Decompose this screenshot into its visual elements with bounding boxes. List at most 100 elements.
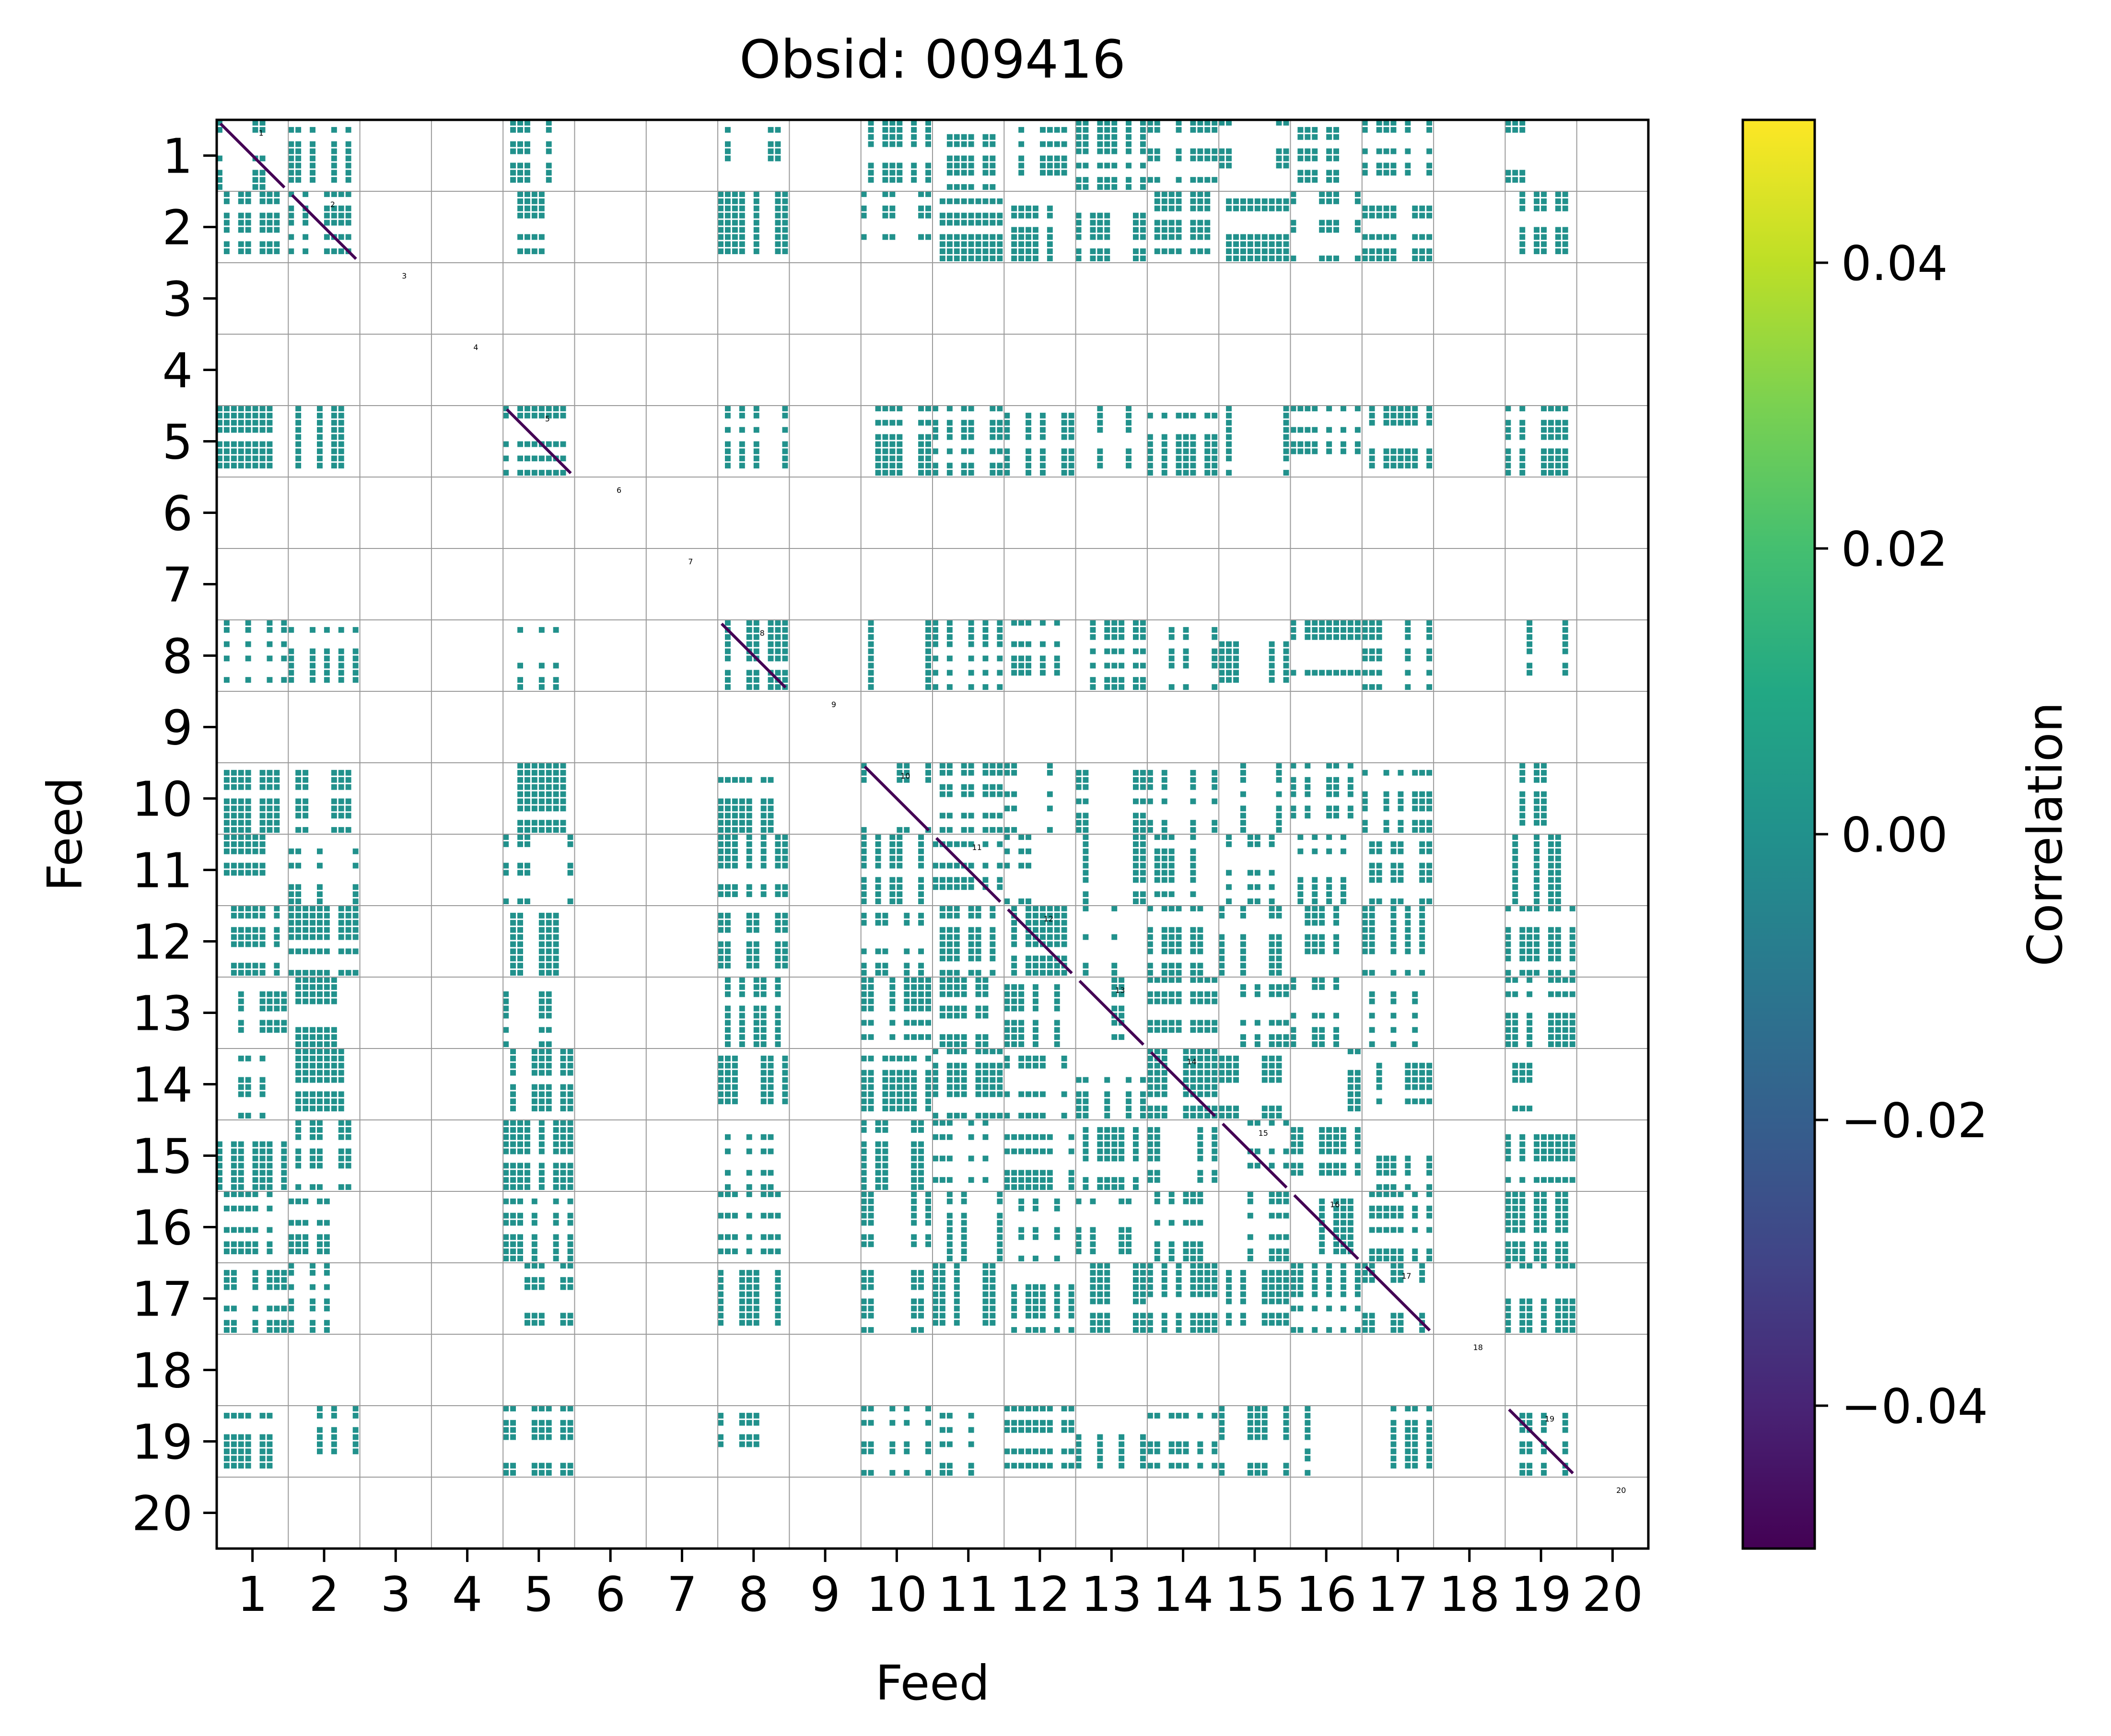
heatmap-cell [1541, 1212, 1547, 1219]
heatmap-cell [982, 813, 989, 819]
heatmap-cell [231, 1155, 237, 1162]
heatmap-cell [1204, 998, 1211, 1004]
heatmap-cell [968, 170, 974, 176]
heatmap-cell [1068, 434, 1074, 440]
heatmap-cell [538, 455, 545, 462]
heatmap-cell [223, 655, 230, 662]
heatmap-cell [1519, 1198, 1526, 1204]
heatmap-cell [510, 127, 516, 133]
heatmap-cell [1147, 798, 1153, 804]
heatmap-cell [1555, 234, 1561, 240]
heatmap-cell [1519, 941, 1526, 947]
heatmap-cell [933, 641, 938, 647]
heatmap-cell [954, 220, 960, 226]
heatmap-cell [946, 877, 953, 883]
heatmap-cell [1083, 862, 1089, 869]
heatmap-cell [1555, 419, 1561, 426]
heatmap-cell [939, 970, 945, 976]
heatmap-cell [739, 227, 745, 233]
heatmap-cell [1197, 1141, 1203, 1147]
heatmap-cell [933, 1070, 938, 1076]
heatmap-cell [911, 1070, 917, 1076]
heatmap-cell [904, 1084, 910, 1090]
heatmap-cell [1569, 1013, 1575, 1019]
heatmap-cell [295, 427, 302, 433]
heatmap-cell [990, 220, 996, 226]
heatmap-cell [961, 241, 967, 247]
heatmap-cell [1383, 791, 1389, 797]
heatmap-cell [1147, 120, 1153, 126]
heatmap-cell [1333, 784, 1339, 790]
heatmap-cell [1326, 1163, 1332, 1169]
heatmap-cell [303, 248, 309, 255]
heatmap-cell [525, 212, 530, 219]
heatmap-cell [331, 805, 337, 812]
heatmap-cell [1161, 862, 1167, 869]
heatmap-cell [1269, 663, 1275, 669]
heatmap-cell [1161, 891, 1167, 897]
heatmap-cell [1061, 470, 1067, 476]
heatmap-cell [911, 1148, 917, 1154]
heatmap-cell [1233, 663, 1239, 669]
heatmap-cell [1104, 134, 1110, 140]
heatmap-cell [1412, 1212, 1418, 1219]
heatmap-cell [1341, 891, 1346, 897]
heatmap-cell [1369, 1227, 1375, 1233]
heatmap-cell [732, 848, 738, 854]
heatmap-cell [267, 1027, 273, 1033]
heatmap-cell [861, 898, 867, 904]
heatmap-cell [245, 448, 251, 454]
heatmap-cell [1512, 877, 1518, 883]
heatmap-cell [939, 1041, 945, 1047]
heatmap-cell [1305, 906, 1311, 911]
heatmap-cell [760, 1070, 767, 1076]
heatmap-block [718, 191, 788, 255]
heatmap-cell [338, 920, 344, 926]
heatmap-cell [223, 248, 230, 255]
heatmap-cell [560, 1170, 566, 1176]
heatmap-cell [1133, 813, 1139, 819]
heatmap-cell [267, 1170, 273, 1176]
heatmap-cell [1212, 777, 1218, 783]
heatmap-cell [1111, 1184, 1118, 1190]
heatmap-cell [868, 620, 874, 626]
heatmap-cell [1333, 1248, 1339, 1255]
heatmap-cell [1154, 848, 1160, 854]
heatmap-cell [345, 155, 351, 162]
heatmap-cell [868, 991, 874, 997]
heatmap-cell [288, 927, 294, 933]
heatmap-cell [1176, 934, 1182, 940]
heatmap-cell [317, 1155, 323, 1162]
heatmap-cell [1054, 1027, 1060, 1033]
heatmap-cell [1390, 1027, 1397, 1033]
heatmap-cell [1269, 1055, 1275, 1061]
heatmap-cell [1183, 1113, 1189, 1118]
heatmap-cell [775, 834, 781, 840]
heatmap-cell [1383, 248, 1389, 255]
heatmap-cell [560, 1134, 566, 1140]
heatmap-cell [1534, 248, 1540, 255]
heatmap-cell [868, 170, 874, 176]
heatmap-cell [1269, 1256, 1275, 1261]
heatmap-cell [1534, 834, 1540, 840]
heatmap-block [1362, 205, 1433, 261]
heatmap-cell [1183, 634, 1189, 640]
heatmap-cell [1548, 841, 1554, 847]
heatmap-cell [968, 163, 974, 169]
heatmap-cell [1040, 912, 1046, 919]
heatmap-cell [1190, 1198, 1196, 1204]
heatmap-cell [1519, 763, 1526, 769]
heatmap-block [725, 127, 781, 162]
heatmap-cell [1097, 1134, 1103, 1140]
heatmap-cell [517, 170, 523, 176]
heatmap-cell [1033, 212, 1038, 219]
heatmap-cell [1240, 241, 1246, 247]
heatmap-cell [331, 155, 337, 162]
heatmap-cell [1154, 1155, 1160, 1162]
heatmap-cell [1326, 898, 1332, 904]
heatmap-cell [889, 441, 896, 447]
heatmap-cell [231, 1148, 237, 1154]
heatmap-cell [303, 1077, 309, 1083]
heatmap-cell [553, 1163, 559, 1169]
heatmap-cell [267, 191, 273, 197]
